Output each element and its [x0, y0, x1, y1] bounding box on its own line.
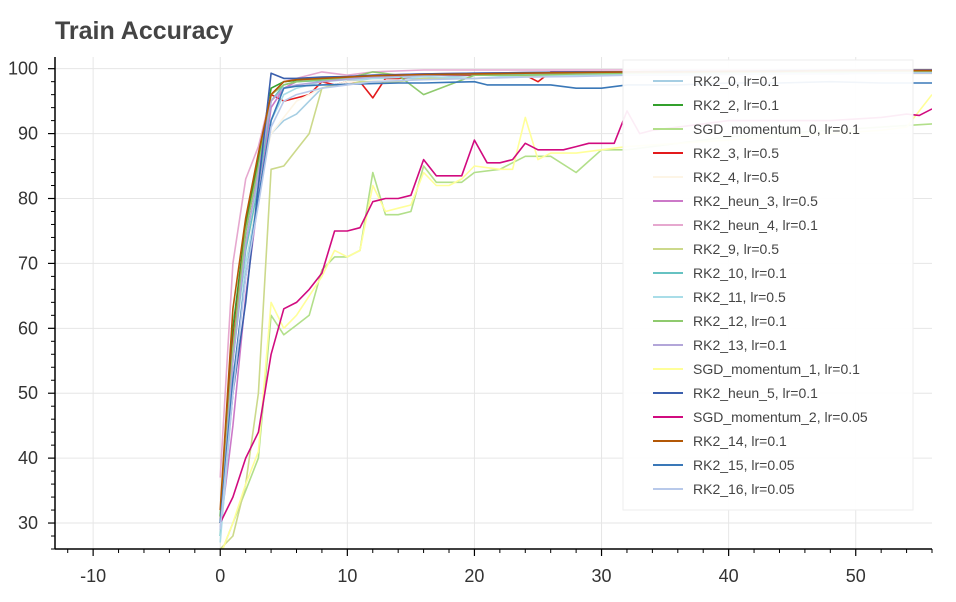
x-tick-label: 50 [846, 566, 866, 586]
y-tick-label: 50 [18, 383, 38, 403]
y-tick-label: 70 [18, 253, 38, 273]
legend-entry-7: RK2_9, lr=0.5 [693, 241, 779, 257]
y-tick-label: 40 [18, 448, 38, 468]
legend-entry-0: RK2_0, lr=0.1 [693, 73, 779, 89]
legend-entry-5: RK2_heun_3, lr=0.5 [693, 193, 818, 209]
legend-entry-6: RK2_heun_4, lr=0.1 [693, 217, 818, 233]
legend-entry-13: RK2_heun_5, lr=0.1 [693, 385, 818, 401]
x-tick-label: 30 [592, 566, 612, 586]
legend: RK2_0, lr=0.1 RK2_2, lr=0.1 SGD_momentum_0… [622, 59, 914, 511]
x-tick-label: 40 [719, 566, 739, 586]
legend-entry-2: SGD_momentum_0, lr=0.1 [693, 121, 860, 137]
y-tick-label: 100 [8, 59, 38, 79]
y-tick-label: 30 [18, 513, 38, 533]
legend-entry-15: RK2_14, lr=0.1 [693, 433, 787, 449]
axes: -10 0 10 20 30 40 50 30 40 50 60 70 80 90 100 [8, 57, 933, 586]
x-tick-label: 10 [337, 566, 357, 586]
x-tick-label: -10 [80, 566, 106, 586]
legend-entry-12: SGD_momentum_1, lr=0.1 [693, 361, 860, 377]
legend-box [622, 59, 914, 511]
legend-entry-8: RK2_10, lr=0.1 [693, 265, 787, 281]
legend-entry-11: RK2_13, lr=0.1 [693, 337, 787, 353]
legend-entry-3: RK2_3, lr=0.5 [693, 145, 779, 161]
x-tick-label: 0 [215, 566, 225, 586]
legend-entry-16: RK2_15, lr=0.05 [693, 457, 795, 473]
legend-entry-1: RK2_2, lr=0.1 [693, 97, 779, 113]
y-tick-label: 60 [18, 318, 38, 338]
y-tick-label: 80 [18, 188, 38, 208]
legend-entry-14: SGD_momentum_2, lr=0.05 [693, 409, 868, 425]
chart-title: Train Accuracy [55, 17, 234, 45]
legend-entry-10: RK2_12, lr=0.1 [693, 313, 787, 329]
legend-entry-17: RK2_16, lr=0.05 [693, 481, 795, 497]
legend-entry-9: RK2_11, lr=0.5 [693, 289, 786, 305]
x-tick-label: 20 [464, 566, 484, 586]
y-tick-label: 90 [18, 124, 38, 144]
legend-entry-4: RK2_4, lr=0.5 [693, 169, 779, 185]
